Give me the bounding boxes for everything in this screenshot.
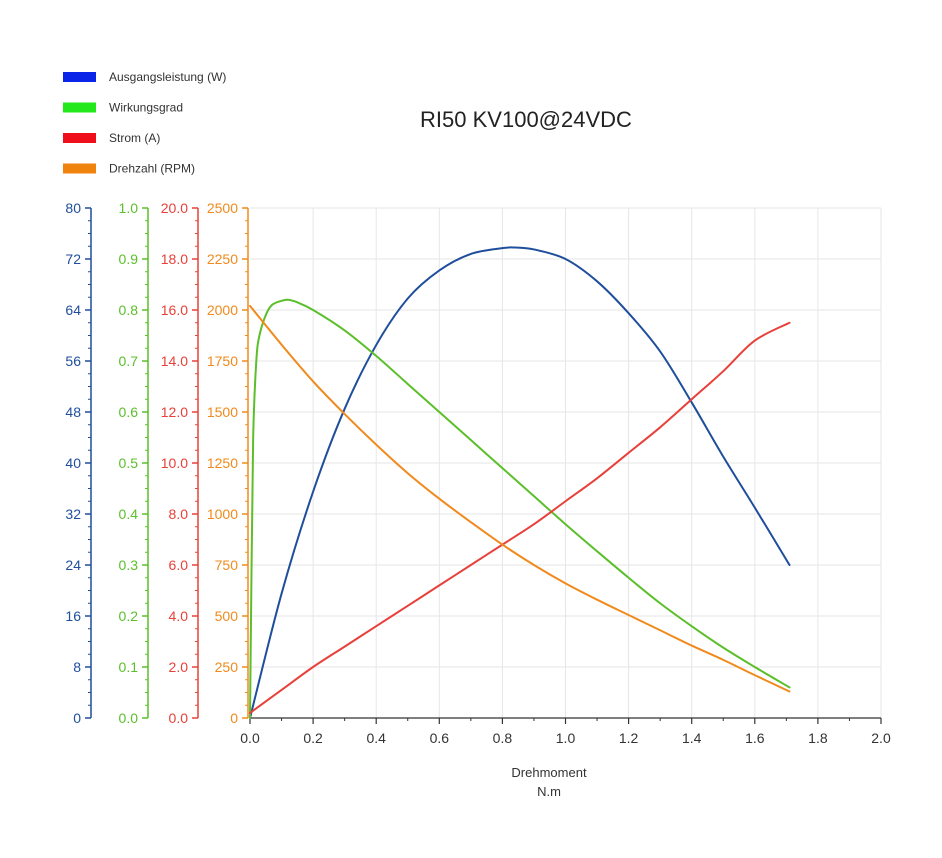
y-tick-label: 18.0 (161, 251, 188, 267)
series-line-speed (249, 304, 791, 693)
y-tick-label: 1500 (207, 404, 238, 420)
y-tick-label: 1750 (207, 353, 238, 369)
legend-label: Ausgangsleistung (W) (109, 70, 226, 84)
x-axis-unit: N.m (537, 784, 561, 799)
y-tick-label: 12.0 (161, 404, 188, 420)
y-tick-label: 48 (65, 404, 81, 420)
x-tick-label: 1.4 (682, 730, 702, 746)
x-tick-label: 0.4 (366, 730, 386, 746)
series-line-eff (249, 298, 791, 719)
legend-swatch (63, 133, 96, 143)
y-tick-label: 0.0 (119, 710, 139, 726)
y-tick-label: 1000 (207, 506, 238, 522)
y-tick-label: 16 (65, 608, 81, 624)
y-tick-label: 2500 (207, 200, 238, 216)
y-tick-label: 0.0 (169, 710, 189, 726)
legend-label: Wirkungsgrad (109, 101, 183, 115)
y-tick-label: 0.2 (119, 608, 139, 624)
y-tick-label: 20.0 (161, 200, 188, 216)
y-tick-label: 0.1 (119, 659, 139, 675)
y-tick-label: 0.5 (119, 455, 139, 471)
x-tick-label: 1.0 (556, 730, 576, 746)
x-tick-label: 1.8 (808, 730, 828, 746)
y-tick-label: 0.3 (119, 557, 139, 573)
x-tick-label: 2.0 (871, 730, 891, 746)
y-axis-current: 0.0 2.0 4.0 6.0 8.0 10.0 12.0 14.0 16.0 18.0 20.0 (161, 200, 199, 726)
series-line-current (249, 321, 791, 714)
x-tick-label: 0.6 (430, 730, 450, 746)
x-tick-label: 0.0 (240, 730, 260, 746)
series-line-power (249, 246, 791, 719)
y-tick-label: 2000 (207, 302, 238, 318)
x-tick-label: 0.2 (303, 730, 323, 746)
legend-swatch (63, 163, 96, 174)
y-tick-label: 64 (65, 302, 81, 318)
y-tick-label: 500 (215, 608, 239, 624)
y-tick-label: 80 (65, 200, 81, 216)
y-tick-label: 1.0 (119, 200, 139, 216)
y-tick-label: 0.9 (119, 251, 139, 267)
x-tick-label: 1.6 (745, 730, 765, 746)
y-tick-label: 24 (65, 557, 81, 573)
x-tick-label: 0.8 (493, 730, 513, 746)
y-tick-label: 6.0 (169, 557, 189, 573)
legend-label: Strom (A) (109, 131, 160, 145)
x-axis-label: Drehmoment (511, 765, 587, 780)
y-tick-label: 72 (65, 251, 81, 267)
series-lines (249, 246, 791, 719)
y-tick-label: 0.4 (119, 506, 139, 522)
y-tick-label: 1250 (207, 455, 238, 471)
y-tick-label: 250 (215, 659, 239, 675)
legend: Ausgangsleistung (W) Wirkungsgrad Strom (A… (63, 70, 226, 176)
y-axis-eff: 0.0 0.1 0.2 0.3 0.4 0.5 0.6 0.7 0.8 0.9 1.0 (119, 200, 149, 726)
x-axis: 0.0 0.2 0.4 0.6 0.8 1.0 1.2 1.4 1.6 1.8 2.0 (240, 717, 891, 746)
y-tick-label: 0.8 (119, 302, 139, 318)
chart-title: RI50 KV100@24VDC (420, 107, 632, 132)
y-axis-power: 0 8 16 24 32 40 48 56 64 72 80 (65, 200, 92, 726)
y-tick-label: 8 (73, 659, 81, 675)
grid (250, 207, 882, 718)
x-tick-label: 1.2 (619, 730, 639, 746)
y-tick-label: 0.7 (119, 353, 139, 369)
y-tick-label: 8.0 (169, 506, 189, 522)
y-tick-label: 16.0 (161, 302, 188, 318)
y-tick-label: 750 (215, 557, 239, 573)
y-tick-label: 32 (65, 506, 81, 522)
legend-swatch (63, 102, 96, 113)
y-tick-label: 56 (65, 353, 81, 369)
y-tick-label: 0 (73, 710, 81, 726)
y-axis-speed: 0 250 500 750 1000 1250 1500 1750 2000 2250 2500 (207, 200, 249, 726)
y-tick-label: 0 (230, 710, 238, 726)
y-tick-label: 0.6 (119, 404, 139, 420)
y-tick-label: 40 (65, 455, 81, 471)
y-tick-label: 4.0 (169, 608, 189, 624)
y-tick-label: 2250 (207, 251, 238, 267)
y-tick-label: 10.0 (161, 455, 188, 471)
y-tick-label: 14.0 (161, 353, 188, 369)
legend-label: Drehzahl (RPM) (109, 162, 195, 176)
y-tick-label: 2.0 (169, 659, 189, 675)
y-axes: 081624324048566472800.00.10.20.30.40.50.… (65, 200, 249, 726)
legend-swatch (63, 72, 96, 82)
